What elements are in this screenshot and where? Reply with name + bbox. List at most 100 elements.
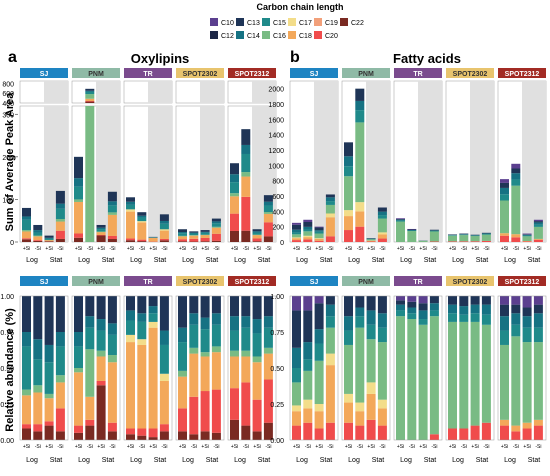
bar-ox-tr-4-c20 (160, 239, 169, 240)
bar-ox-pnm-3-c13 (97, 225, 106, 228)
x-tick-si-pnm-bottom-1: +Si (345, 444, 352, 450)
bar-ox-tr-4-c15 (160, 224, 169, 230)
bar-fa-pnm-3-rel-c16 (367, 339, 376, 382)
bar-ox-sj-3-rel-c15 (45, 362, 54, 394)
bar-ox-tr-4-rel-c17 (160, 374, 169, 381)
bar-fa-spot2312-1-c15 (500, 194, 509, 200)
bar-ox-pnm-1-rel-c20 (74, 426, 83, 433)
bar-fa-sj-1-c20 (292, 240, 301, 242)
bar-ox-sj-2-c14 (33, 230, 42, 232)
bar-fa-sj-3-rel-c17 (315, 404, 324, 411)
bar-fa-sj-4-rel-c20 (326, 423, 335, 440)
panel-title-fatty-acids: Fatty acids (393, 51, 461, 66)
bar-ox-pnm-2-upper-c13 (85, 89, 94, 91)
bar-ox-tr-2-rel-c20 (137, 428, 146, 435)
x-label-log-pnm-top: Log (78, 257, 90, 264)
bar-ox-tr-1-rel-c15 (126, 320, 135, 334)
bar-fa-sj-1-rel-c14 (292, 348, 301, 368)
bar-ox-spot2302-1-rel-c14 (178, 328, 187, 342)
bar-ox-spot2312-2-c13 (241, 129, 250, 145)
bar-fa-pnm-1-rel-c18 (344, 403, 353, 423)
bar-ox-sj-4-rel-c16 (56, 375, 65, 382)
bar-ox-tr-1-c20 (126, 238, 135, 240)
legend-label-c10: C10 (221, 20, 234, 27)
bar-ox-spot2312-2-c20 (241, 197, 250, 231)
x-tick-si-spot2312-bottom-2: -Si (513, 444, 519, 450)
x-tick-si-pnm-bottom-3: +Si (367, 444, 374, 450)
bar-ox-spot2302-2-rel-c18 (189, 354, 198, 397)
bar-fa-spot2312-2-rel-c20 (511, 431, 520, 440)
bar-fa-tr-1-c14 (396, 220, 405, 221)
bar-fa-spot2312-3-c16 (523, 236, 532, 241)
bar-ox-sj-4-c15 (56, 209, 65, 219)
x-tick-si-tr-top-2: -Si (409, 246, 415, 252)
x-tick-si-pnm-bottom-4: -Si (379, 444, 385, 450)
x-tick-si-sj-bottom-1: +Si (23, 444, 30, 450)
bar-ox-pnm-2-upper-c15 (85, 92, 94, 94)
y-tick-label-fa-200: 200 (272, 225, 284, 232)
x-tick-si-spot2302-top-4: -Si (213, 246, 219, 252)
x-label-stat-spot2302-bottom: Stat (476, 457, 489, 464)
bar-ox-spot2312-1-c16 (230, 193, 239, 196)
bar-ox-spot2302-3-rel-c15 (201, 329, 210, 352)
y-tick-label-rel-fa-1: 0.25 (270, 402, 284, 409)
bar-fa-sj-3-rel-c18 (315, 411, 324, 428)
bar-ox-spot2312-2-rel-c18 (241, 356, 250, 382)
bar-fa-spot2302-2-c13 (459, 234, 468, 235)
bar-ox-pnm-1-c14 (74, 178, 83, 187)
bar-fa-spot2312-4-c10 (534, 220, 543, 221)
y-tick-label-rel-fa-4: 1.00 (270, 294, 284, 301)
bar-ox-spot2312-1-c22 (230, 231, 239, 242)
legend-label-c20: C20 (325, 33, 338, 40)
bar-fa-sj-2-rel-c20 (303, 423, 312, 440)
bar-fa-pnm-4-rel-c13 (378, 296, 387, 313)
bar-ox-sj-4-rel-c20 (56, 408, 65, 431)
bar-fa-sj-3-rel-c20 (315, 428, 324, 440)
bar-ox-spot2302-1-rel-c13 (178, 296, 187, 328)
bar-fa-sj-2-rel-c15 (303, 359, 312, 371)
bar-ox-tr-2-c17 (137, 221, 146, 222)
bar-ox-tr-1-c17 (126, 209, 135, 211)
y-tick-label-ox-800: 800 (2, 81, 14, 88)
bar-ox-sj-3-c18 (45, 240, 54, 241)
bar-fa-spot2302-1-rel-c16 (448, 322, 457, 429)
bar-fa-spot2302-4-c15 (482, 234, 491, 235)
x-label-stat-pnm-top: Stat (372, 257, 385, 264)
bar-ox-tr-2-c18 (137, 222, 146, 239)
legend-label-c13: C13 (247, 20, 260, 27)
x-label-log-tr-bottom: Log (130, 457, 142, 464)
bar-fa-tr-2-rel-c13 (407, 302, 416, 308)
bar-ox-spot2302-4-rel-c14 (212, 313, 221, 325)
bar-ox-sj-3-c22 (45, 241, 54, 242)
bar-ox-tr-2-c20 (137, 240, 146, 241)
bar-fa-sj-1-rel-c16 (292, 382, 301, 405)
x-label-log-pnm-top: Log (348, 257, 360, 264)
bar-fa-sj-4-rel-c14 (326, 305, 335, 317)
bar-fa-tr-2-rel-c14 (407, 308, 416, 314)
bar-ox-pnm-1-c20 (74, 233, 83, 237)
bar-ox-pnm-2-upper-c16 (85, 94, 94, 99)
bar-fa-spot2302-1-rel-c14 (448, 305, 457, 314)
bar-ox-tr-3-rel-c20 (149, 428, 158, 437)
bar-fa-pnm-1-c18 (344, 216, 353, 230)
bar-ox-pnm-4-rel-c14 (108, 323, 117, 335)
bar-ox-spot2312-1-rel-c22 (230, 420, 239, 440)
bar-fa-spot2312-3-rel-c10 (523, 296, 532, 308)
bar-ox-pnm-2-rel-c15 (85, 328, 94, 350)
bar-ox-pnm-2-rel-c20 (85, 420, 94, 426)
bar-ox-pnm-3-rel-c16 (97, 351, 106, 357)
bar-ox-spot2312-3-rel-c18 (253, 362, 262, 399)
x-label-stat-spot2312-top: Stat (258, 257, 271, 264)
bar-fa-spot2312-3-rel-c16 (523, 342, 532, 423)
bar-ox-tr-4-rel-c18 (160, 381, 169, 424)
bar-ox-sj-2-c13 (33, 225, 42, 230)
bar-fa-spot2302-3-rel-c20 (471, 426, 480, 440)
strain-header-label-sj-top: SJ (310, 71, 319, 78)
bar-ox-tr-1-c15 (126, 205, 135, 209)
x-tick-si-sj-bottom-2: -Si (305, 444, 311, 450)
bar-ox-spot2302-4-c22 (212, 241, 221, 242)
x-label-log-spot2302-bottom: Log (452, 457, 464, 464)
bar-ox-tr-3-rel-c18 (149, 328, 158, 429)
stat-shade-upper-spot2302 (200, 81, 224, 103)
bar-fa-pnm-2-rel-c17 (355, 403, 364, 412)
